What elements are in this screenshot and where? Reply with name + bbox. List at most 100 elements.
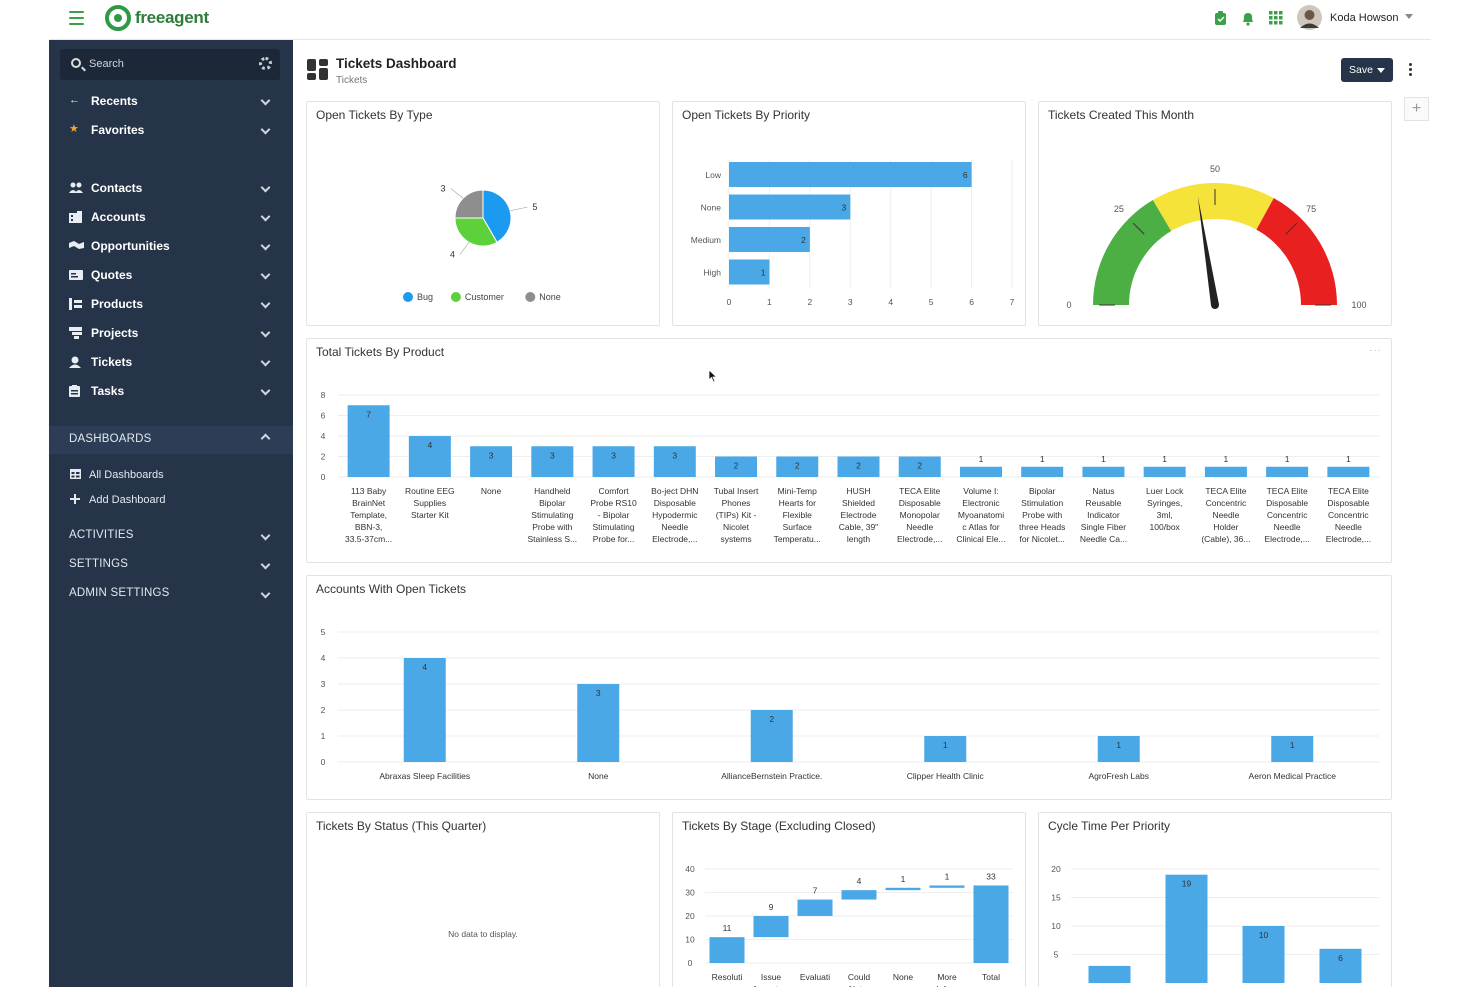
bell-icon[interactable]	[1241, 11, 1255, 31]
more-options-icon[interactable]	[1409, 63, 1413, 77]
x-tick-label: Electrode,...	[1264, 534, 1309, 544]
pie-leader-line	[459, 242, 470, 255]
bar	[729, 227, 810, 252]
x-tick-label: HUSH	[846, 486, 870, 496]
x-tick-label: Reusable	[1085, 498, 1121, 508]
bar	[841, 890, 877, 900]
pie-data-label: 4	[450, 249, 455, 259]
add-widget-button[interactable]: +	[1404, 97, 1429, 121]
bar-value-label: 7	[813, 886, 818, 896]
x-tick-label: Needle	[661, 522, 688, 532]
pie-data-label: 3	[440, 183, 445, 193]
chart-tickets-by-stage: 01020304011Resoluti...9IssueAccepte...7E…	[685, 864, 1013, 987]
sidebar-section-admin-settings[interactable]: ADMIN SETTINGS	[49, 584, 293, 608]
x-tick-label: BrainNet	[352, 498, 386, 508]
x-tick-label: Concentric	[1328, 510, 1369, 520]
clipboard-icon[interactable]	[1214, 11, 1227, 31]
pie-leader-line	[450, 188, 464, 199]
x-tick-label: Total	[982, 972, 1000, 982]
logo-text: freeagent	[135, 8, 209, 27]
sidebar-item-tasks[interactable]: Tasks	[49, 381, 293, 405]
y-tick-label: High	[704, 268, 722, 278]
x-tick-label: Electrode,...	[1326, 534, 1371, 544]
x-tick-label: Surface	[783, 522, 813, 532]
sidebar-item-favorites[interactable]: ★ Favorites	[49, 120, 293, 144]
bar-value-label: 10	[1259, 930, 1269, 940]
bar-value-label: 3	[842, 203, 847, 213]
x-tick-label: Electrode,...	[897, 534, 942, 544]
panel-more-icon[interactable]: ···	[1369, 345, 1382, 356]
bar	[709, 937, 745, 963]
x-tick-label: length	[847, 534, 870, 544]
y-tick-label: 20	[1051, 864, 1061, 874]
grid-icon	[70, 469, 81, 479]
bar	[929, 885, 965, 888]
x-tick-label: Needle	[1274, 522, 1301, 532]
y-tick-label: 0	[321, 472, 326, 482]
sidebar-item-quotes[interactable]: Quotes	[49, 265, 293, 289]
sidebar-item-label: Projects	[91, 326, 139, 340]
bar-value-label: 3	[596, 688, 601, 698]
x-tick-label: TECA Elite	[1328, 486, 1369, 496]
sidebar-item-add-dashboard[interactable]: Add Dashboard	[70, 494, 165, 506]
search-input[interactable]: Search	[60, 49, 280, 80]
panel-title: Open Tickets By Type	[316, 108, 433, 122]
bar-value-label: 4	[422, 662, 427, 672]
gear-icon[interactable]	[259, 57, 272, 70]
x-tick-label: Concentric	[1267, 510, 1308, 520]
sidebar-item-products[interactable]: Products	[49, 294, 293, 318]
x-tick-label: AgroFresh Labs	[1089, 771, 1149, 781]
apps-grid-icon[interactable]	[1269, 11, 1283, 30]
sidebar-section-settings[interactable]: SETTINGS	[49, 555, 293, 579]
x-tick-label: Probe RS10	[590, 498, 637, 508]
x-tick-label: TECA Elite	[1205, 486, 1246, 496]
y-tick-label: 0	[688, 958, 693, 968]
sidebar-item-label: Opportunities	[91, 239, 170, 253]
sidebar-section-activities[interactable]: ACTIVITIES	[49, 526, 293, 550]
sidebar-item-contacts[interactable]: Contacts	[49, 178, 293, 202]
search-placeholder: Search	[89, 58, 124, 70]
sidebar-item-tickets[interactable]: Tickets	[49, 352, 293, 376]
x-tick-label: - Bipolar	[598, 510, 630, 520]
sidebar-item-accounts[interactable]: Accounts	[49, 207, 293, 231]
tickets-icon	[69, 356, 82, 368]
chevron-down-icon	[260, 298, 271, 309]
bar	[403, 658, 446, 762]
app-logo[interactable]: freeagent	[105, 5, 209, 31]
page-title: Tickets Dashboard	[336, 56, 457, 71]
hamburger-menu-icon[interactable]	[69, 11, 84, 25]
bar-value-label: 1	[1101, 454, 1106, 464]
user-name[interactable]: Koda Howson	[1330, 12, 1399, 24]
bar	[753, 916, 789, 938]
bar	[347, 405, 390, 477]
opportunities-icon	[69, 240, 84, 251]
y-tick-label: 2	[321, 705, 326, 715]
x-tick-label: 3ml,	[1157, 510, 1173, 520]
panel-title: Cycle Time Per Priority	[1048, 819, 1171, 833]
dashboards-section-header[interactable]: DASHBOARDS	[49, 426, 293, 454]
x-tick-label: Syringes,	[1147, 498, 1182, 508]
breadcrumb[interactable]: Tickets	[336, 75, 368, 86]
x-tick-label: ...	[811, 984, 818, 987]
x-tick-label: Stimulation	[1021, 498, 1063, 508]
user-menu-caret-icon[interactable]	[1405, 14, 1413, 19]
sidebar-item-all-dashboards[interactable]: All Dashboards	[70, 469, 164, 481]
x-tick-label: Disposable	[1327, 498, 1369, 508]
save-button[interactable]: Save	[1341, 58, 1393, 82]
chevron-down-icon	[260, 211, 271, 222]
sidebar-item-projects[interactable]: Projects	[49, 323, 293, 347]
x-tick-label: 5	[929, 297, 934, 307]
x-tick-label: 33.5-37cm...	[345, 534, 392, 544]
x-tick-label: Needle	[906, 522, 933, 532]
x-tick-label: Clinical Ele...	[956, 534, 1005, 544]
bar	[729, 194, 851, 220]
chevron-down-icon	[260, 240, 271, 251]
chevron-down-icon	[260, 385, 271, 396]
gauge-band	[1256, 198, 1337, 305]
bar	[729, 162, 972, 187]
x-tick-label: Stimulating	[593, 522, 635, 532]
panel-title: Open Tickets By Priority	[682, 108, 811, 122]
sidebar-item-opportunities[interactable]: Opportunities	[49, 236, 293, 260]
sidebar-item-recents[interactable]: ← Recents	[49, 91, 293, 115]
avatar[interactable]	[1297, 5, 1322, 35]
